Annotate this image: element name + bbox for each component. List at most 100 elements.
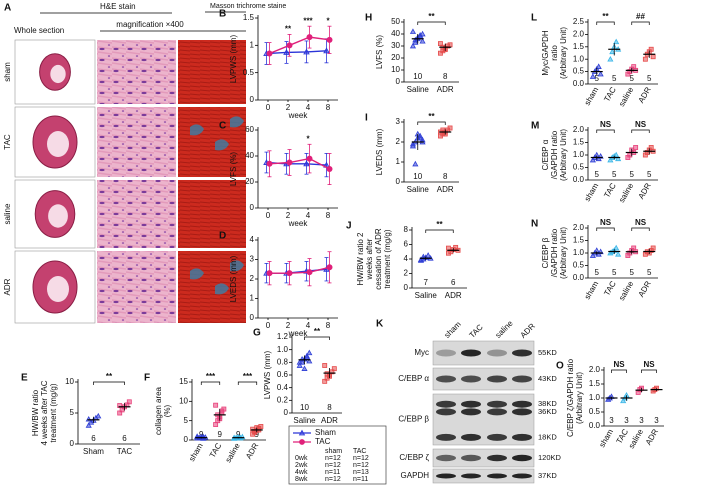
comparison-bracket — [631, 129, 650, 133]
blot-band — [512, 433, 532, 441]
x-tick-label: ADR — [637, 279, 653, 298]
y-tick-label: 0.5 — [573, 67, 585, 76]
series-line — [269, 36, 330, 55]
data-point — [95, 412, 102, 419]
data-point — [306, 349, 313, 356]
size-label: 55KD — [538, 348, 557, 357]
y-axis-label: treatment (mg/g) — [383, 229, 392, 288]
y-tick-label: 1.0 — [277, 345, 289, 354]
y-tick-label: 0 — [396, 77, 401, 86]
row-label: saline — [3, 203, 12, 224]
x-tick-label: sham — [583, 279, 601, 301]
y-tick-label: 5 — [70, 408, 75, 417]
y-tick-label: 0.5 — [573, 163, 585, 172]
panel-label: H — [365, 13, 372, 24]
y-tick-label: 1.5 — [243, 13, 255, 22]
x-tick-label: sham — [597, 427, 615, 449]
significance: ** — [285, 25, 292, 34]
blot-band — [512, 400, 532, 408]
x-tick-label: 8 — [326, 103, 331, 112]
data-point — [409, 42, 417, 49]
table-cell: n=12 — [353, 462, 369, 469]
he-image — [97, 180, 176, 248]
y-tick-label: 4 — [404, 254, 409, 263]
data-point — [326, 165, 333, 172]
blot-band — [487, 400, 507, 408]
comparison-bracket — [631, 227, 650, 231]
y-axis-label: cessation of ADR — [374, 228, 383, 290]
comparison-label: NS — [613, 360, 625, 369]
blot-band — [487, 473, 507, 479]
table-cell: n=13 — [353, 469, 369, 476]
y-axis-label: (Arbitrary Unit) — [575, 372, 584, 424]
comparison-label: *** — [243, 372, 253, 381]
fibrosis — [190, 124, 204, 136]
y-tick-label: 10 — [65, 377, 74, 386]
x-tick-label: Saline — [293, 416, 316, 425]
y-axis-label: HW/BW ratio — [31, 389, 40, 436]
data-point — [126, 399, 132, 405]
series-line — [266, 50, 327, 55]
panel-label: B — [219, 9, 226, 20]
x-tick-label: 0 — [266, 103, 271, 112]
y-tick-label: 1.0 — [589, 393, 601, 402]
y-tick-label: 0.0 — [573, 175, 585, 184]
comparison-label: *** — [206, 372, 216, 381]
data-point — [627, 152, 633, 158]
n-label: 10 — [413, 72, 422, 81]
blot-band — [461, 349, 481, 357]
data-point — [85, 415, 92, 422]
data-point — [85, 422, 92, 428]
y-tick-label: 2.0 — [573, 223, 585, 232]
y-tick-label: 40 — [391, 29, 400, 38]
comparison-bracket — [93, 381, 125, 385]
significance: *** — [303, 16, 313, 25]
lane-label: saline — [494, 318, 516, 340]
y-axis-label: collagen area — [154, 386, 163, 435]
y-tick-label: 0.5 — [589, 407, 601, 416]
y-tick-label: 1 — [250, 40, 255, 49]
y-axis-label: LVPWS (mm) — [263, 351, 272, 400]
comparison-label: ** — [314, 327, 321, 336]
x-tick-label: 4 — [306, 321, 311, 330]
legend-label: Sham — [315, 428, 336, 437]
y-axis-label: treatment (mg/g) — [49, 383, 58, 442]
y-tick-label: 3 — [396, 117, 401, 126]
data-point — [301, 365, 308, 371]
y-tick-label: 1 — [250, 294, 255, 303]
table-header: TAC — [353, 448, 366, 455]
comparison-label: ## — [636, 12, 645, 21]
data-point — [417, 134, 424, 141]
data-point — [447, 42, 453, 48]
n-label: 6 — [91, 434, 96, 443]
blot-band — [436, 473, 456, 479]
x-tick-label: 4 — [306, 103, 311, 112]
y-tick-label: 1.0 — [573, 150, 585, 159]
stain-header: Masson trichrome staine — [210, 3, 286, 10]
y-tick-label: 1.2 — [277, 332, 289, 341]
blot-band — [461, 473, 481, 479]
x-tick-label: Saline — [407, 185, 430, 194]
x-tick-label: saline — [617, 181, 636, 204]
he-image — [97, 107, 176, 177]
n-label: 5 — [595, 170, 600, 179]
y-tick-label: 20 — [391, 53, 400, 62]
series-line — [269, 266, 330, 274]
row-label: ADR — [3, 278, 12, 295]
x-tick-label: 8 — [326, 321, 331, 330]
data-point — [117, 403, 123, 408]
data-point — [613, 244, 620, 251]
x-tick-label: Saline — [415, 291, 438, 300]
y-tick-label: 0.0 — [573, 79, 585, 88]
y-axis-label: LVFS (%) — [375, 35, 384, 69]
blot-band — [487, 375, 507, 383]
size-label: 120KD — [538, 453, 562, 462]
y-tick-label: 2 — [404, 269, 409, 278]
comparison-label: ** — [602, 12, 609, 21]
y-tick-label: 0.5 — [573, 261, 585, 270]
y-tick-label: 3 — [250, 255, 255, 264]
blot-band — [512, 408, 532, 416]
n-label: 5 — [595, 268, 600, 277]
y-axis-label: HW/BW ratio 2 — [356, 232, 365, 285]
